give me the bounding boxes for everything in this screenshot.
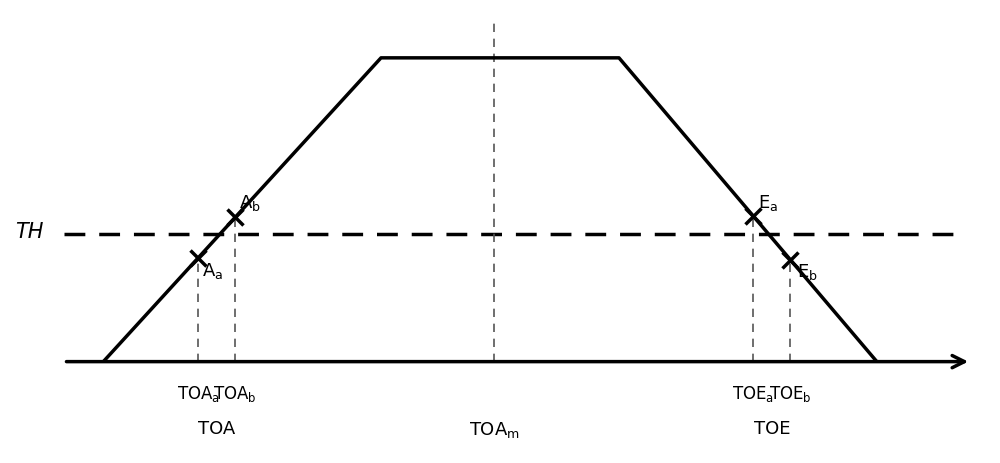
Text: E$_{\rm a}$: E$_{\rm a}$: [758, 192, 778, 213]
Text: TOA: TOA: [198, 419, 235, 438]
Text: TOE: TOE: [754, 419, 790, 438]
Text: TH: TH: [15, 221, 44, 242]
Text: TOE$_{\rm b}$: TOE$_{\rm b}$: [769, 383, 812, 403]
Text: TOA$_{\rm m}$: TOA$_{\rm m}$: [469, 419, 520, 439]
Text: A$_{\rm a}$: A$_{\rm a}$: [202, 261, 223, 281]
Text: TOA$_{\rm b}$: TOA$_{\rm b}$: [213, 383, 257, 403]
Text: TOA$_{\rm a}$: TOA$_{\rm a}$: [177, 383, 220, 403]
Text: E$_{\rm b}$: E$_{\rm b}$: [797, 261, 818, 281]
Text: A$_{\rm b}$: A$_{\rm b}$: [239, 193, 261, 213]
Text: TOE$_{\rm a}$: TOE$_{\rm a}$: [732, 383, 774, 403]
